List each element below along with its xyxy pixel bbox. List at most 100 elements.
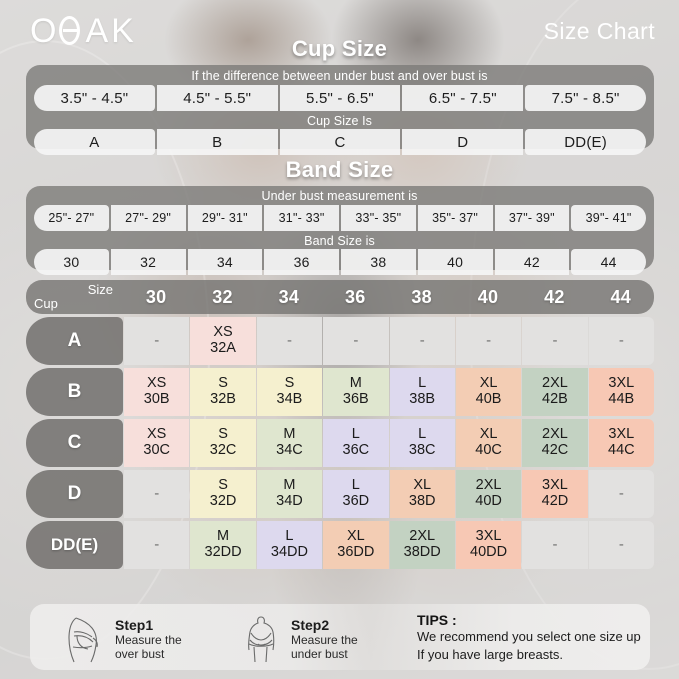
cup-range-cell-4: 7.5" - 8.5" <box>525 85 646 111</box>
band-value-row: 30 32 34 36 38 40 42 44 <box>34 249 646 275</box>
matrix-cell-C-42: 2XL 42C <box>522 419 588 467</box>
band-size-caption-mid: Band Size is <box>304 234 375 248</box>
cell-size-label: - <box>286 331 292 349</box>
step1-line1: Measure the <box>115 632 182 647</box>
cell-size-label: - <box>552 331 558 349</box>
matrix-row-label-A: A <box>26 317 123 365</box>
cell-size-label: 2XL <box>542 375 568 392</box>
matrix-cell-A-30: - <box>124 317 190 365</box>
cell-code-label: 38C <box>408 442 436 458</box>
cup-size-heading: Cup Size <box>291 36 388 61</box>
cup-size-caption-mid: Cup Size Is <box>306 114 373 128</box>
matrix-row-A: A - XS 32A - - - - - - <box>26 317 654 365</box>
cell-code-label: 38B <box>409 391 436 407</box>
matrix-cell-B-38: L 38B <box>389 368 455 416</box>
matrix-col-header-32: 32 <box>212 286 233 307</box>
matrix-cell-A-32: XS 32A <box>190 317 256 365</box>
cell-size-label: M <box>283 477 296 494</box>
matrix-cell-B-30: XS 30B <box>124 368 190 416</box>
step2-block: Step2 Measure the under bust <box>238 614 358 664</box>
matrix-cell-C-38: L 38C <box>389 419 455 467</box>
matrix-corner-cell: Size Cup <box>26 280 123 314</box>
band-value-cell-3: 36 <box>264 249 339 275</box>
matrix-cell-B-36: M 36B <box>323 368 389 416</box>
cup-range-cell-3: 6.5" - 7.5" <box>402 85 524 111</box>
matrix-cell-D-36: L 36D <box>323 470 389 518</box>
footer-bar <box>30 604 650 670</box>
cell-code-label: 36DD <box>337 544 375 560</box>
matrix-col-header-42: 42 <box>544 286 565 307</box>
logo-letter-a: A <box>85 12 111 50</box>
cell-code-label: 44C <box>608 442 635 458</box>
step1-text: Step1 Measure the over bust <box>115 617 182 662</box>
logo-letter-e-stylized <box>59 15 84 47</box>
cell-size-label: - <box>486 331 492 349</box>
matrix-col-header-40: 40 <box>477 286 499 307</box>
step2-title: Step2 <box>291 616 330 633</box>
under-bust-measure-icon <box>238 614 284 664</box>
matrix-cell-C-36: L 36C <box>323 419 389 467</box>
size-matrix: Size Cup 30 32 34 36 38 40 42 44 A - XS 32A - - - - - - B… <box>26 280 654 569</box>
over-bust-measure-icon <box>62 614 108 664</box>
cell-size-label: XS <box>147 426 167 443</box>
cell-code-label: 32D <box>209 493 237 509</box>
cell-size-label: L <box>351 426 360 443</box>
cup-value-cell-0: A <box>34 129 155 155</box>
matrix-cell-DDE-42: - <box>522 521 588 569</box>
matrix-cell-DDE-44: - <box>588 521 654 569</box>
cell-code-label: 40C <box>475 442 502 458</box>
cup-value-cell-3: D <box>402 129 524 155</box>
matrix-cell-B-42: 2XL 42B <box>522 368 588 416</box>
matrix-body: A - XS 32A - - - - - - B XS 30B S 32B S 34B M 36B L 38B XL 40B… <box>26 317 654 569</box>
cell-size-label: L <box>285 528 294 545</box>
step2-line2: under bust <box>291 647 348 662</box>
matrix-cell-DDE-32: M 32DD <box>190 521 256 569</box>
matrix-col-header-30: 30 <box>145 286 167 307</box>
matrix-row-label-D: D <box>26 470 123 518</box>
cell-size-label: XS <box>147 375 167 392</box>
step1-title: Step1 <box>115 616 154 633</box>
cell-size-label: XL <box>413 477 432 494</box>
cell-size-label: XS <box>213 324 233 341</box>
matrix-col-header-36: 36 <box>345 286 366 307</box>
logo-letter-k: K <box>111 12 136 50</box>
matrix-cell-A-42: - <box>522 317 588 365</box>
matrix-col-header-38: 38 <box>411 286 432 307</box>
matrix-cell-D-34: M 34D <box>256 470 323 518</box>
band-range-cell-0: 25"- 27" <box>34 205 109 231</box>
cup-range-cell-1: 4.5" - 5.5" <box>156 85 278 111</box>
cell-size-label: S <box>284 375 295 392</box>
matrix-cell-B-40: XL 40B <box>455 368 522 416</box>
cell-size-label: M <box>349 375 362 392</box>
cell-code-label: 34DD <box>270 544 308 560</box>
cell-size-label: 2XL <box>409 528 436 545</box>
matrix-cell-B-32: S 32B <box>190 368 256 416</box>
matrix-row-cells: - S 32D M 34D L 36D XL 38D 2XL 40D 3XL 42D - <box>124 470 654 518</box>
cup-size-caption-top: If the difference between under bust and… <box>191 69 488 83</box>
matrix-cell-D-30: - <box>124 470 190 518</box>
matrix-cell-A-36: - <box>323 317 389 365</box>
band-range-row: 25"- 27" 27"- 29" 29"- 31" 31"- 33" 33"- 35"… <box>34 205 646 231</box>
cell-size-label: XL <box>479 426 498 443</box>
matrix-cell-D-32: S 32D <box>190 470 256 518</box>
cell-size-label: - <box>618 535 624 553</box>
band-range-cell-5: 35"- 37" <box>417 205 493 231</box>
cell-size-label: 3XL <box>608 426 635 443</box>
matrix-cell-DDE-38: 2XL 38DD <box>389 521 455 569</box>
matrix-row-B: B XS 30B S 32B S 34B M 36B L 38B XL 40B 2XL 42B 3XL 44B <box>26 368 654 416</box>
band-value-cell-7: 44 <box>571 249 646 275</box>
cell-size-label: 2XL <box>542 426 568 443</box>
tips-line1: We recommend you select one size up <box>417 629 641 644</box>
matrix-cell-DDE-40: 3XL 40DD <box>455 521 522 569</box>
logo-letter-o: O <box>30 12 59 50</box>
band-range-cell-7: 39"- 41" <box>571 205 646 231</box>
cell-code-label: 40DD <box>470 544 508 560</box>
page-title: Size Chart <box>543 18 655 44</box>
cell-size-label: 3XL <box>475 528 502 545</box>
band-value-cell-5: 40 <box>417 249 493 275</box>
cell-size-label: L <box>418 375 427 392</box>
cell-code-label: 34D <box>276 493 303 509</box>
matrix-col-header-34: 34 <box>278 286 300 307</box>
cell-size-label: 2XL <box>475 477 502 494</box>
band-size-heading: Band Size <box>285 157 394 182</box>
